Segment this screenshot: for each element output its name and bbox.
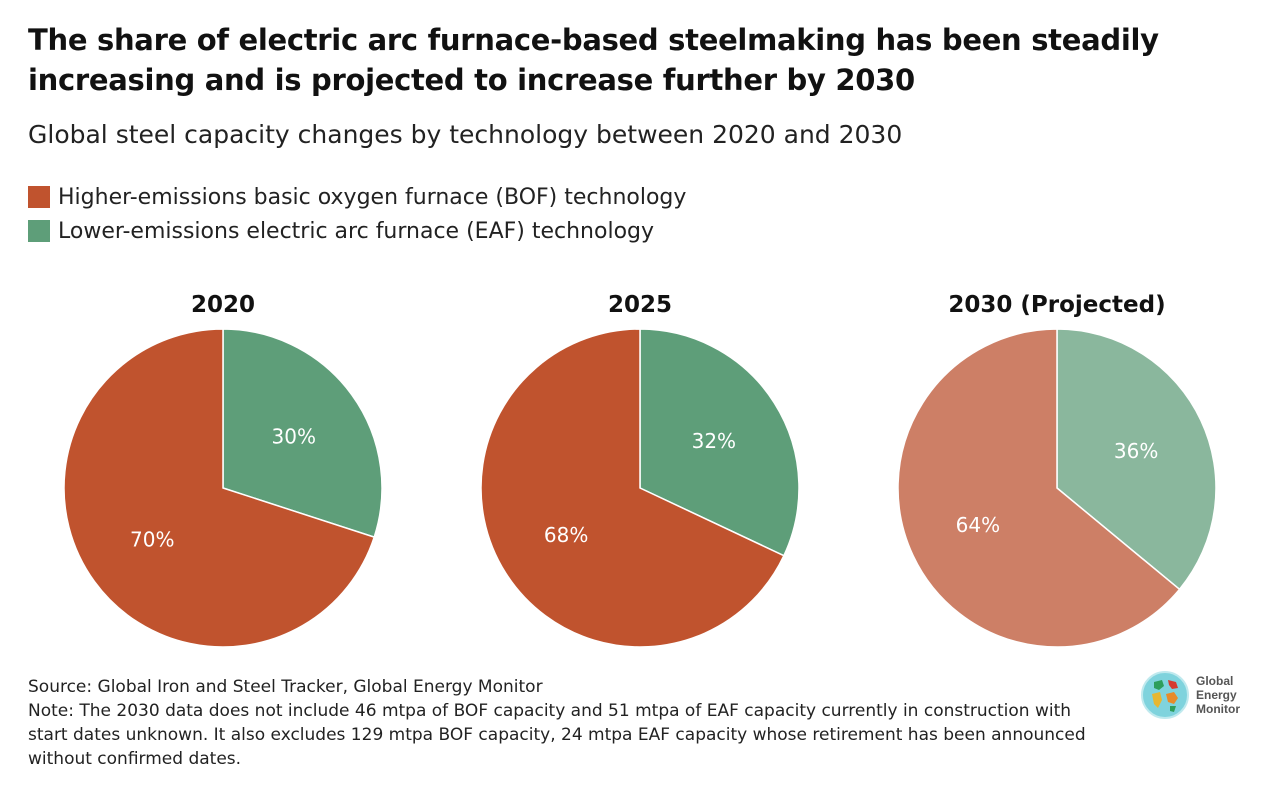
legend-label-eaf: Lower-emissions electric arc furnace (EA…: [58, 218, 655, 244]
pie-label-eaf: 32%: [692, 429, 736, 453]
logo-text: Global Energy Monitor: [1196, 674, 1240, 716]
pie-label-bof: 64%: [956, 513, 1000, 537]
pie-label-bof: 70%: [130, 527, 174, 551]
globe-icon: [1141, 671, 1189, 719]
footer: Source: Global Iron and Steel Tracker, G…: [28, 675, 1088, 771]
legend-item-eaf: Lower-emissions electric arc furnace (EA…: [28, 214, 686, 248]
chart-subtitle: Global steel capacity changes by technol…: [28, 120, 903, 149]
pie-slice-eaf: [1056, 328, 1217, 591]
pie-charts: 2020 30% 70% 2025 32% 68% 2030 (Projected) 36% 6…: [0, 270, 1286, 670]
legend-swatch-bof: [28, 186, 50, 208]
pie-charts-svg: 2020 30% 70% 2025 32% 68% 2030 (Projected) 36% 6…: [63, 292, 1217, 648]
gem-logo: Global Energy Monitor: [1140, 670, 1240, 720]
pie-slice-bof: [63, 328, 376, 648]
pie-label-eaf: 30%: [272, 425, 316, 449]
pie-title: 2030 (Projected): [948, 292, 1165, 318]
legend: Higher-emissions basic oxygen furnace (B…: [28, 180, 686, 248]
legend-swatch-eaf: [28, 220, 50, 242]
pie-slice-bof: [480, 328, 785, 648]
chart-title: The share of electric arc furnace-based …: [28, 23, 1159, 97]
pie-slice-eaf: [639, 328, 800, 557]
pie-3: 2030 (Projected) 36% 64%: [897, 292, 1217, 648]
pie-slice-eaf: [222, 328, 383, 539]
legend-label-bof: Higher-emissions basic oxygen furnace (B…: [58, 184, 687, 210]
pie-label-bof: 68%: [544, 523, 588, 547]
pie-title: 2020: [191, 292, 255, 318]
pie-label-eaf: 36%: [1114, 439, 1158, 463]
logo-line-2: Energy: [1196, 688, 1237, 702]
pie-title: 2025: [608, 292, 672, 318]
pie-2: 2025 32% 68%: [480, 292, 800, 648]
pie-slice-bof: [897, 328, 1181, 648]
source-text: Source: Global Iron and Steel Tracker, G…: [28, 677, 543, 697]
logo-line-1: Global: [1196, 674, 1234, 688]
pie-1: 2020 30% 70%: [63, 292, 383, 648]
legend-item-bof: Higher-emissions basic oxygen furnace (B…: [28, 180, 686, 214]
logo-line-3: Monitor: [1196, 702, 1240, 716]
note-text: Note: The 2030 data does not include 46 …: [28, 701, 1086, 769]
